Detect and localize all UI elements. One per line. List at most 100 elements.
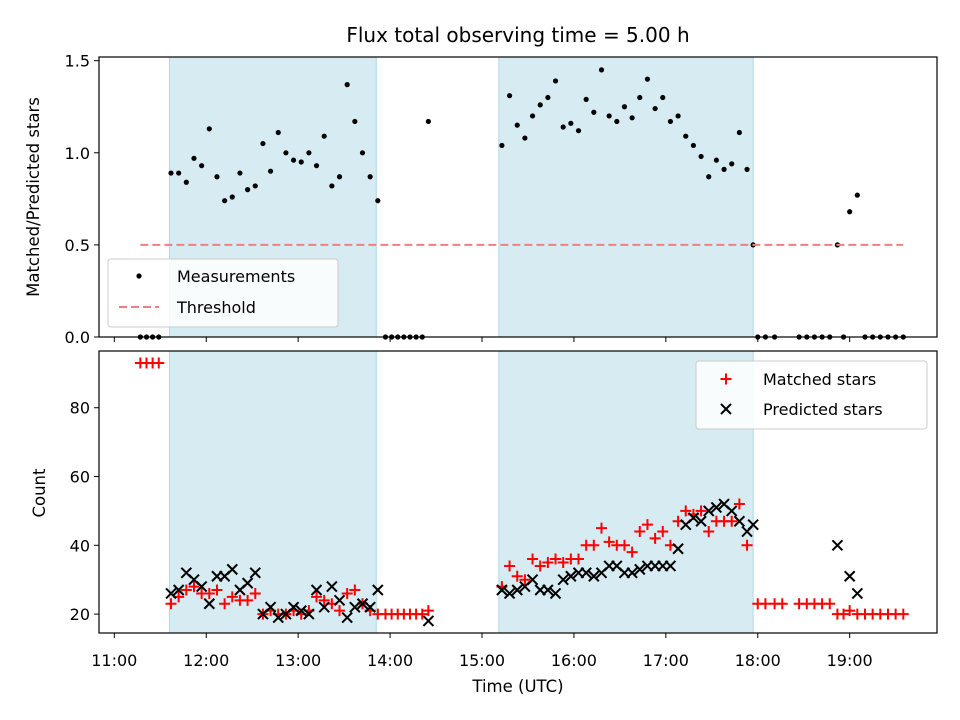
bottom-legend: Matched stars Predicted stars [695,360,928,430]
measurement-point [283,150,289,156]
bottom-axes-frame [98,350,938,634]
measurement-point [260,140,266,147]
matched-star-point [603,536,615,548]
measurement-point [168,170,174,176]
x-tick-label: 19:00 [827,651,873,670]
measurement-point [267,168,274,174]
matched-star-point [226,591,238,603]
predicted-star-point [295,604,307,617]
predicted-star-point [249,567,261,579]
predicted-star-point [356,598,369,610]
predicted-star-point [172,584,185,596]
top-legend: Measurements Threshold [107,258,339,328]
matched-star-point [153,357,165,369]
predicted-star-point [580,567,592,579]
predicted-star-point [831,539,844,552]
predicted-star-point [747,518,759,531]
matched-star-point [824,598,836,610]
legend-marker-matched [720,373,732,385]
matched-star-point [557,557,569,568]
measurement-point [583,96,589,102]
y-tick-label: 60 [70,468,90,487]
measurement-point [614,118,620,125]
matched-star-point [318,594,330,606]
predicted-star-point [272,611,284,624]
measurement-point [847,209,853,215]
matched-star-point [519,574,531,586]
predicted-star-point [503,587,516,600]
predicted-star-point [303,608,315,620]
predicted-star-point [851,587,864,600]
observing-window [498,56,754,338]
predicted-star-point [287,601,300,613]
legend-label-matched: Matched stars [763,370,876,389]
matched-star-point [542,557,554,568]
measurement-point [854,192,860,198]
chart-title: Flux total observing time = 5.00 h [346,23,689,47]
predicted-star-point [310,584,323,596]
predicted-star-point [565,570,577,582]
matched-star-point [550,553,562,565]
predicted-star-point [165,587,177,600]
matched-star-point [311,591,323,603]
predicted-star-point [626,567,638,579]
measurement-point [667,118,674,125]
top-panel: 0.0 0.5 1.0 1.5 Matched/Predicted stars Mea… [24,52,938,347]
measurement-point [575,128,582,134]
matched-star-point [334,605,346,617]
measurement-point [275,129,281,136]
y-tick-label: 1.0 [65,144,90,163]
measurement-point [522,135,528,141]
matched-star-point [703,526,715,538]
measurement-point [183,179,189,185]
measurement-point [321,133,327,139]
matched-star-point [203,587,215,599]
bottom-panel: 11:00 12:00 13:00 14:00 15:00 16:00 17:00 18:00… [30,350,938,696]
matched-star-point [422,605,434,617]
y-tick-label: 1.5 [65,52,90,71]
top-y-axis-label: Matched/Predicted stars [24,97,43,297]
matched-star-point [219,598,231,610]
legend-label-threshold: Threshold [176,298,256,317]
measurement-point [591,109,597,115]
legend-marker-measurements [136,273,142,279]
measurement-point [237,170,243,176]
y-tick-label: 20 [70,605,90,624]
measurement-point [214,174,220,180]
predicted-star-point [333,594,346,607]
x-tick-label: 12:00 [183,651,229,670]
measurement-point [252,183,258,189]
legend-box [107,258,339,328]
predicted-star-point [588,570,600,582]
measurement-point [560,124,566,130]
matched-star-point [776,598,788,610]
predicted-star-point [326,580,338,593]
measurement-point [506,93,513,99]
measurement-point [329,183,335,189]
measurement-point [698,153,704,160]
predicted-star-point [634,563,646,576]
matched-star-point [695,505,707,517]
measurement-point [313,163,320,169]
matched-star-point [165,598,177,610]
legend-label-measurements: Measurements [177,267,295,286]
matched-star-point [573,553,585,565]
measurement-point [229,194,235,200]
bottom-y-axis-label: Count [30,468,49,518]
x-tick-label: 15:00 [459,651,505,670]
matched-star-point [188,581,200,593]
measurement-point [660,94,666,101]
legend-marker-predicted [720,403,732,415]
legend-box [695,360,928,430]
x-tick-label: 14:00 [367,651,413,670]
matched-star-point [180,584,192,596]
measurement-point [690,142,697,149]
measurement-point [675,113,681,119]
matched-star-point [211,584,223,596]
measurement-point [537,102,543,108]
measurement-point [222,198,228,204]
predicted-star-point [511,584,523,596]
measurement-point [514,122,520,128]
predicted-star-point [526,573,539,586]
measurement-point [199,163,205,169]
